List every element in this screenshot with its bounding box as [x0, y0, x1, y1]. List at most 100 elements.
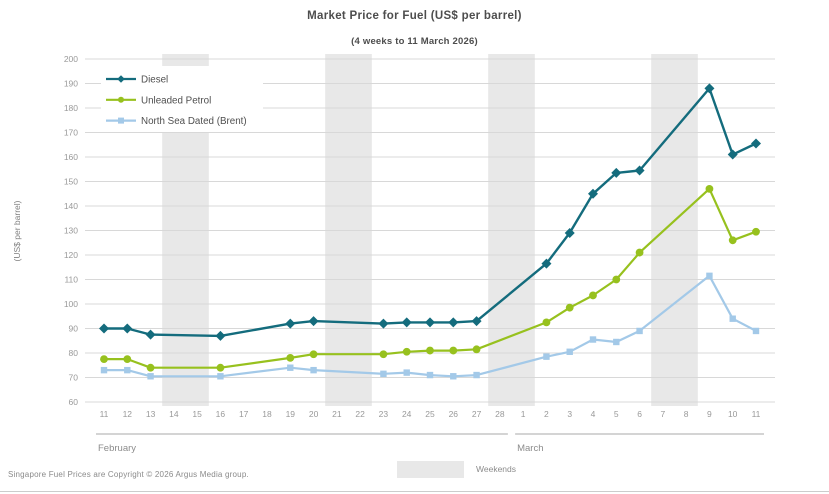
- x-tick-label: 25: [425, 409, 435, 419]
- x-tick-label: 6: [637, 409, 642, 419]
- weekend-legend-label: Weekends: [476, 464, 517, 474]
- x-tick-label: 24: [402, 409, 412, 419]
- x-tick-label: 12: [123, 409, 133, 419]
- legend-item-label: Unleaded Petrol: [141, 95, 211, 106]
- x-tick-label: 7: [661, 409, 666, 419]
- unleaded-petrol-marker-point: [728, 236, 737, 245]
- diesel-marker-point: [122, 323, 133, 334]
- north-sea-dated-brent-marker-point: [426, 371, 434, 379]
- y-tick-label: 80: [69, 348, 79, 358]
- diesel-marker-point: [401, 317, 412, 328]
- diesel-marker-point: [727, 149, 738, 160]
- legend-marker-square: [118, 117, 124, 124]
- unleaded-petrol-marker-point: [705, 184, 714, 193]
- x-tick-label: 1: [521, 409, 526, 419]
- unleaded-petrol-marker-point: [309, 350, 318, 359]
- diesel-marker-point: [751, 138, 761, 149]
- diesel-marker-point: [215, 330, 226, 341]
- x-tick-label: 3: [567, 409, 572, 419]
- x-tick-label: 5: [614, 409, 619, 419]
- north-sea-dated-brent-marker-point: [566, 348, 573, 355]
- diesel-marker-point: [425, 317, 435, 328]
- unleaded-petrol-marker-point: [216, 363, 225, 372]
- bottom-divider: [0, 491, 829, 492]
- diesel-marker-point: [588, 188, 598, 199]
- source-attribution: Singapore Fuel Prices are Copyright © 20…: [8, 470, 249, 479]
- x-tick-label: 11: [100, 409, 109, 419]
- unleaded-petrol-marker-point: [589, 291, 597, 300]
- north-sea-dated-brent-marker-point: [217, 373, 224, 380]
- month-label-march: March: [517, 443, 543, 454]
- y-tick-label: 70: [69, 373, 79, 383]
- y-tick-label: 130: [64, 226, 78, 236]
- y-tick-label: 190: [64, 79, 78, 89]
- unleaded-petrol-marker-point: [472, 345, 481, 354]
- north-sea-dated-brent-marker-point: [729, 315, 736, 322]
- north-sea-dated-brent-marker-point: [589, 336, 597, 343]
- chart-subtitle: (4 weeks to 11 March 2026): [351, 36, 478, 47]
- y-tick-label: 100: [64, 299, 78, 309]
- unleaded-petrol-marker-point: [100, 355, 108, 364]
- x-tick-label: 28: [495, 409, 505, 419]
- diesel-marker-point: [145, 329, 156, 340]
- x-tick-label: 19: [286, 409, 296, 419]
- x-tick-label: 11: [752, 409, 761, 419]
- north-sea-dated-brent-marker-point: [147, 373, 154, 380]
- north-sea-dated-brent-marker-point: [100, 366, 108, 374]
- diesel-marker-point: [448, 317, 459, 328]
- unleaded-petrol-marker-point: [752, 227, 760, 236]
- month-label-february: February: [98, 443, 136, 454]
- x-tick-label: 16: [216, 409, 226, 419]
- x-tick-label: 20: [309, 409, 319, 419]
- diesel-marker-point: [471, 316, 482, 327]
- north-sea-dated-brent-marker-point: [450, 373, 457, 380]
- north-sea-dated-brent-marker-point: [543, 353, 550, 360]
- unleaded-petrol-marker-point: [379, 350, 388, 359]
- legend-item-label: Diesel: [141, 75, 168, 86]
- unleaded-petrol-marker-point: [402, 347, 411, 356]
- north-sea-dated-brent-marker-point: [310, 366, 317, 374]
- north-sea-dated-brent-marker-point: [380, 370, 387, 378]
- unleaded-petrol-marker-point: [565, 303, 574, 312]
- x-tick-label: 13: [146, 409, 156, 419]
- chart-title: Market Price for Fuel (US$ per barrel): [307, 10, 522, 22]
- y-tick-label: 140: [64, 201, 78, 211]
- x-tick-label: 17: [239, 409, 249, 419]
- diesel-marker-point: [99, 323, 109, 334]
- x-tick-label: 2: [544, 409, 549, 419]
- y-tick-label: 110: [64, 275, 78, 285]
- diesel-marker-point: [634, 165, 645, 176]
- legend-marker-circle: [118, 96, 124, 103]
- x-tick-label: 26: [449, 409, 459, 419]
- north-sea-dated-brent-marker-point: [287, 364, 294, 371]
- x-tick-label: 21: [332, 409, 342, 419]
- x-tick-label: 4: [591, 409, 596, 419]
- north-sea-dated-brent-marker-point: [473, 371, 480, 379]
- unleaded-petrol-marker-point: [542, 318, 551, 327]
- diesel-marker-point: [704, 83, 715, 94]
- y-tick-label: 120: [64, 250, 78, 260]
- north-sea-dated-brent-marker-point: [636, 327, 643, 335]
- north-sea-dated-brent-marker-point: [706, 272, 713, 280]
- north-sea-dated-brent-marker-point: [124, 366, 131, 374]
- x-tick-label: 8: [684, 409, 689, 419]
- diesel-marker-point: [564, 227, 575, 238]
- x-tick-label: 10: [728, 409, 738, 419]
- x-tick-label: 22: [355, 409, 365, 419]
- x-tick-label: 23: [379, 409, 389, 419]
- diesel-marker-point: [378, 318, 389, 329]
- y-tick-label: 180: [64, 103, 78, 113]
- unleaded-petrol-marker-point: [286, 354, 295, 362]
- north-sea-dated-brent-marker-point: [613, 338, 620, 346]
- diesel-marker-point: [285, 318, 296, 329]
- diesel-marker-point: [308, 316, 319, 327]
- y-tick-label: 150: [64, 177, 78, 187]
- unleaded-petrol-marker-point: [449, 346, 458, 355]
- y-tick-label: 170: [64, 128, 78, 138]
- unleaded-petrol-marker-point: [426, 346, 434, 355]
- x-tick-label: 14: [169, 409, 179, 419]
- x-tick-label: 9: [707, 409, 712, 419]
- legend-item-label: North Sea Dated (Brent): [141, 116, 247, 127]
